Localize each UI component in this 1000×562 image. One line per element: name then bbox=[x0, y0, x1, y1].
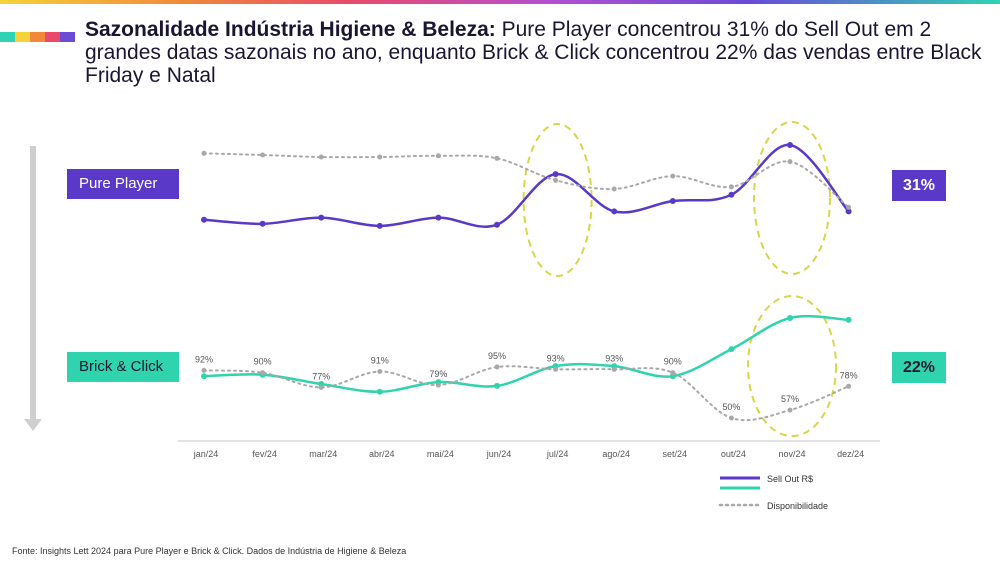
availability-data-label: 79% bbox=[429, 369, 447, 379]
x-tick-label: dez/24 bbox=[837, 449, 864, 459]
x-tick-label: jun/24 bbox=[486, 449, 512, 459]
brick-click-availability-line bbox=[203, 365, 850, 422]
pure-player-sellout-point bbox=[611, 208, 618, 215]
x-tick-label: jul/24 bbox=[546, 449, 569, 459]
brick-click-availability-point bbox=[318, 384, 324, 390]
availability-data-label: 95% bbox=[488, 351, 506, 361]
availability-data-label: 91% bbox=[371, 356, 389, 366]
legend-label-sellout: Sell Out R$ bbox=[767, 474, 813, 484]
color-swatch-3 bbox=[30, 32, 45, 42]
pure-player-pct-badge: 31% bbox=[892, 170, 946, 201]
highlight-ellipse-3 bbox=[747, 295, 837, 437]
brick-click-availability-point bbox=[846, 383, 852, 389]
brick-click-sellout-point bbox=[728, 346, 735, 353]
availability-data-label: 50% bbox=[722, 402, 740, 412]
pure-player-label: Pure Player bbox=[67, 169, 179, 199]
color-swatch-4 bbox=[45, 32, 60, 42]
top-gradient-bar bbox=[0, 0, 1000, 4]
pure-player-availability-point bbox=[377, 154, 383, 160]
title-rest: Pure Player concentrou 31% do Sell Out e… bbox=[85, 18, 982, 87]
brick-click-availability-point bbox=[611, 366, 617, 372]
highlight-ellipse-1 bbox=[522, 123, 593, 277]
page-title: Sazonalidade Indústria Higiene & Beleza:… bbox=[85, 18, 985, 87]
down-arrow-line bbox=[30, 146, 36, 421]
brick-click-availability-point bbox=[435, 382, 441, 388]
x-tick-label: abr/24 bbox=[369, 449, 395, 459]
x-tick-label: jan/24 bbox=[193, 449, 219, 459]
x-tick-label: nov/24 bbox=[778, 449, 805, 459]
brick-click-availability-point bbox=[377, 369, 383, 374]
legend-label-availability: Disponibilidade bbox=[767, 501, 828, 511]
availability-data-label: 93% bbox=[547, 353, 565, 363]
x-tick-label: mar/24 bbox=[309, 449, 337, 459]
brick-click-availability-point bbox=[494, 364, 500, 370]
pure-player-availability-point bbox=[494, 155, 500, 161]
pure-player-availability-point bbox=[201, 150, 207, 156]
color-swatch-5 bbox=[60, 32, 75, 42]
brick-click-availability-point bbox=[260, 370, 266, 376]
pure-player-availability-point bbox=[787, 159, 793, 165]
pure-player-sellout-point bbox=[259, 220, 266, 227]
highlight-ellipse-2 bbox=[753, 121, 831, 275]
brick-click-sellout-point bbox=[787, 315, 793, 321]
brick-click-sellout-line bbox=[202, 314, 850, 394]
brick-click-availability-point bbox=[553, 366, 559, 372]
brick-click-availability-point bbox=[201, 367, 207, 373]
pure-player-sellout-point bbox=[787, 142, 793, 148]
pure-player-availability-point bbox=[435, 153, 441, 159]
brick-click-availability-point bbox=[670, 370, 676, 376]
availability-data-label: 90% bbox=[664, 357, 682, 367]
pure-player-sellout-point bbox=[201, 216, 207, 223]
pure-player-availability-point bbox=[318, 154, 324, 160]
pure-player-sellout-point bbox=[728, 191, 735, 198]
pure-player-availability-point bbox=[846, 204, 852, 210]
brick-click-sellout-point bbox=[376, 388, 383, 395]
pure-player-availability-point bbox=[260, 152, 266, 158]
x-tick-label: ago/24 bbox=[602, 449, 630, 459]
availability-data-label: 77% bbox=[312, 371, 330, 381]
x-tick-label: out/24 bbox=[721, 449, 746, 459]
brick-click-sellout-point bbox=[201, 373, 207, 380]
availability-data-label: 90% bbox=[254, 357, 272, 367]
availability-data-label: 78% bbox=[840, 370, 858, 380]
pure-player-sellout-point bbox=[318, 214, 325, 221]
x-tick-label: fev/24 bbox=[252, 449, 277, 459]
pure-player-sellout-point bbox=[435, 214, 442, 221]
title-bold: Sazonalidade Indústria Higiene & Beleza: bbox=[85, 18, 496, 41]
pure-player-availability-point bbox=[611, 186, 617, 192]
pure-player-sellout-point bbox=[669, 198, 676, 204]
pure-player-sellout-point bbox=[845, 208, 852, 215]
availability-data-label: 93% bbox=[605, 353, 623, 363]
x-tick-label: mai/24 bbox=[427, 449, 454, 459]
brick-click-sellout-point bbox=[494, 382, 500, 389]
brick-click-availability-point bbox=[787, 407, 793, 413]
pure-player-sellout-point bbox=[494, 221, 500, 228]
brick-click-availability-point bbox=[728, 415, 734, 421]
brick-click-label: Brick & Click bbox=[67, 352, 179, 382]
pure-player-sellout-point bbox=[552, 171, 559, 178]
availability-data-label: 92% bbox=[195, 354, 213, 364]
brick-click-pct-badge: 22% bbox=[892, 352, 946, 383]
pure-player-availability-point bbox=[553, 177, 559, 183]
down-arrow-icon bbox=[24, 419, 42, 431]
color-swatch-2 bbox=[15, 32, 30, 42]
brick-click-sellout-point bbox=[845, 316, 852, 323]
availability-data-label: 57% bbox=[781, 394, 799, 404]
color-swatch-1 bbox=[0, 32, 15, 42]
pure-player-availability-point bbox=[728, 184, 734, 190]
pure-player-availability-point bbox=[670, 173, 676, 179]
source-footnote: Fonte: Insights Lett 2024 para Pure Play… bbox=[12, 546, 407, 556]
pure-player-sellout-point bbox=[376, 222, 383, 229]
brand-color-bar bbox=[0, 32, 75, 42]
x-tick-label: set/24 bbox=[663, 449, 688, 459]
